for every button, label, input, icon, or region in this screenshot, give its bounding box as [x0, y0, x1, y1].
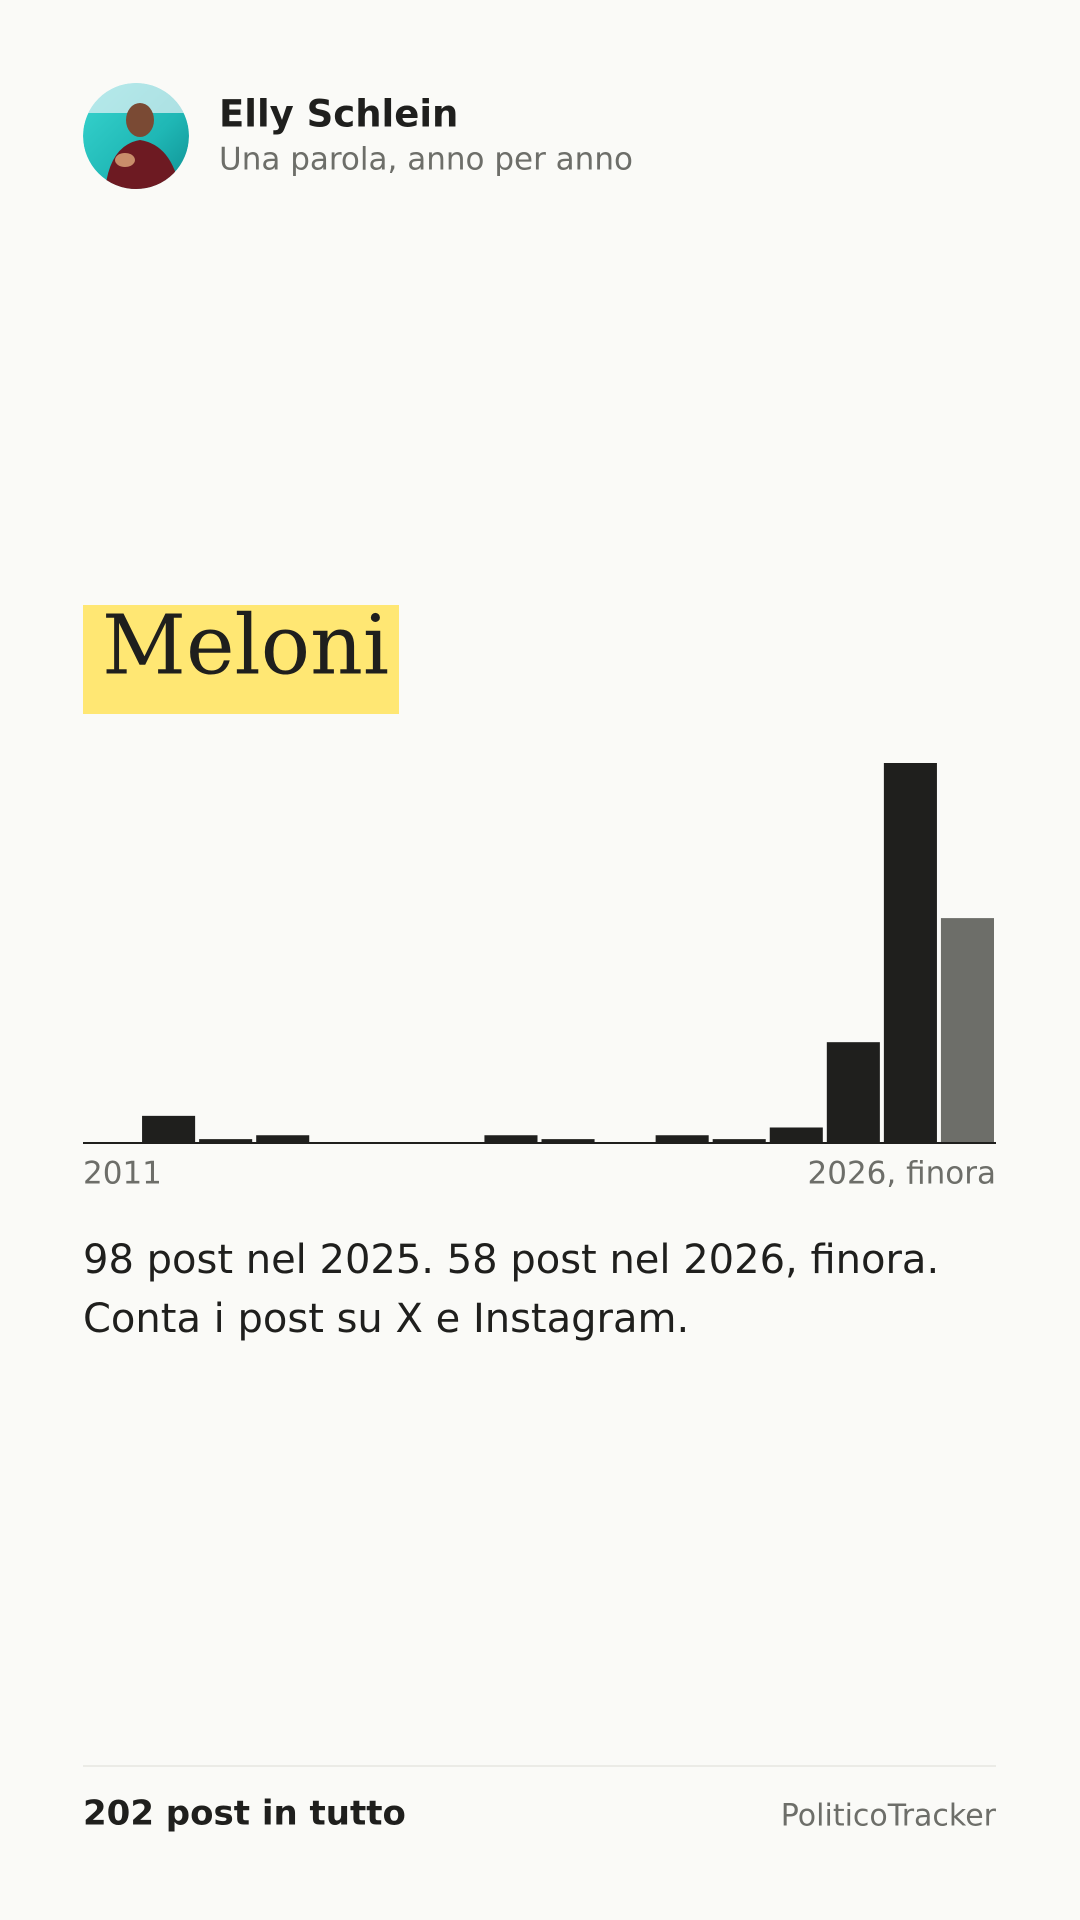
bar	[142, 1115, 196, 1143]
summary-line: 98 post nel 2025. 58 post nel 2026, fino…	[83, 1237, 939, 1283]
x-tick-label: 2026, finora	[808, 1156, 996, 1192]
total-posts: 202 post in tutto	[83, 1794, 406, 1834]
bar	[940, 918, 994, 1143]
profile-subtitle: Una parola, anno per anno	[219, 142, 633, 178]
bar-chart: 2011 2026, finora	[83, 763, 996, 1192]
profile-name: Elly Schlein	[219, 93, 458, 136]
x-tick-label: 2011	[83, 1156, 162, 1192]
avatar	[83, 83, 189, 189]
bar	[883, 763, 937, 1143]
summary-line: Conta i post su X e Instagram.	[83, 1296, 689, 1342]
bar	[541, 1139, 595, 1143]
bar	[199, 1139, 253, 1143]
brand: PoliticoTracker	[781, 1799, 997, 1834]
bar	[655, 1135, 709, 1143]
bar	[712, 1139, 766, 1143]
word-highlight	[83, 605, 399, 714]
bar	[826, 1042, 880, 1143]
tracked-word: Meloni	[102, 599, 389, 694]
bar	[484, 1135, 538, 1143]
bar	[256, 1135, 310, 1143]
bar	[769, 1127, 823, 1143]
